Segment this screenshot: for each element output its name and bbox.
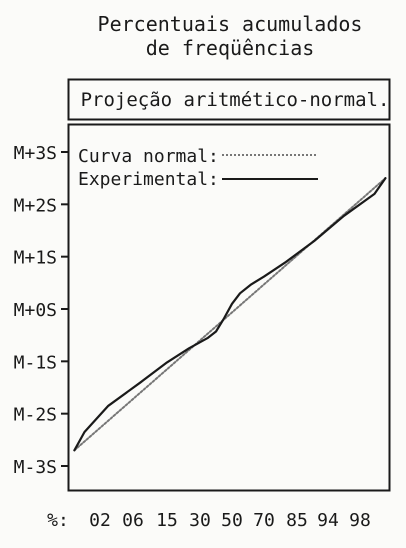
x-axis-label: %: xyxy=(47,510,69,531)
y-tick-label: M+2S xyxy=(14,195,57,216)
chart-subtitle: Projeção aritmético-normal. xyxy=(81,89,390,111)
x-tick-label: 94 xyxy=(317,510,339,531)
series-layer xyxy=(73,177,387,452)
y-tick-label: M-3S xyxy=(14,457,57,478)
x-tick-label: 30 xyxy=(189,510,211,531)
y-tick-label: M-1S xyxy=(14,352,57,373)
legend-label-experimental: Experimental: xyxy=(78,169,219,190)
x-axis: %: 02 06 15 30 50 70 85 94 98 xyxy=(47,510,371,531)
y-axis: M+3S M+2S M+1S M+0S M-1S M-2S M-3S xyxy=(14,143,69,478)
legend: Curva normal: Experimental: xyxy=(78,146,318,190)
legend-label-normal: Curva normal: xyxy=(78,146,219,167)
x-tick-label: 98 xyxy=(349,510,371,531)
y-tick-label: M+3S xyxy=(14,143,57,164)
y-tick-label: M+1S xyxy=(14,248,57,269)
x-tick-label: 02 xyxy=(89,510,111,531)
x-tick-label: 70 xyxy=(253,510,275,531)
subtitle-box xyxy=(67,78,391,121)
y-tick-label: M-2S xyxy=(14,405,57,426)
chart-title-line-1: Percentuais acumulados xyxy=(98,12,363,36)
x-tick-label: 06 xyxy=(122,510,144,531)
y-tick-label: M+0S xyxy=(14,300,57,321)
x-tick-label: 15 xyxy=(156,510,178,531)
plot-frame xyxy=(67,123,391,492)
x-tick-label: 50 xyxy=(221,510,243,531)
x-tick-label: 85 xyxy=(286,510,308,531)
series-line-experimental xyxy=(73,177,387,452)
chart-title-line-2: de freqüências xyxy=(146,36,315,60)
